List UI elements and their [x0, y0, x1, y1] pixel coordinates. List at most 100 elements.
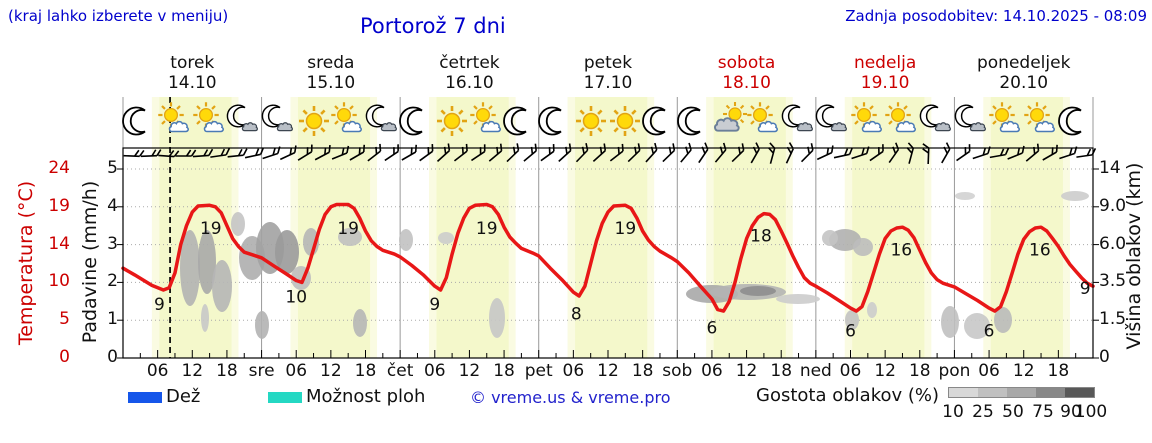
credit-link[interactable]: © vreme.us & vreme.pro	[470, 388, 671, 407]
cloud-blob	[867, 302, 877, 318]
weather-icon-slot	[881, 98, 923, 144]
day-date: 17.10	[583, 73, 633, 93]
weather-icon-slot	[708, 98, 750, 144]
rain-legend-label: Dež	[166, 386, 201, 407]
moon-cloud-icon	[815, 104, 848, 132]
hour-label: 06	[146, 361, 169, 381]
moon-cloud-icon	[781, 104, 813, 132]
hour-label: 06	[285, 361, 308, 381]
wind-barb	[816, 145, 834, 161]
weather-icon-slot	[327, 98, 369, 144]
cloud-density-value: 100	[1074, 402, 1108, 422]
cloud-blob	[275, 230, 299, 274]
weather-icon-slot	[951, 98, 993, 144]
hour-label: 18	[354, 361, 377, 381]
page-title: Portorož 7 dni	[360, 14, 506, 38]
moon-icon	[642, 106, 666, 136]
weather-icon-slot	[985, 98, 1027, 144]
weather-icon-slot	[743, 98, 785, 144]
cloud-blob	[338, 228, 362, 246]
hour-label: 06	[978, 361, 1000, 381]
wind-barb	[540, 144, 555, 162]
moon-icon	[538, 106, 562, 136]
weather-icon-slot	[1020, 98, 1062, 144]
weather-icon-slot	[778, 98, 820, 144]
sun-cloud-icon	[469, 102, 501, 133]
cloud-density-segment	[1065, 388, 1094, 397]
precip-tick-label: 5	[107, 158, 118, 178]
location-hint: (kraj lahko izberete v meniju)	[8, 7, 229, 25]
weather-icon-slot	[535, 98, 577, 144]
temp-tick-label: 0	[59, 347, 70, 367]
cloud-density-value: 10	[942, 402, 964, 422]
moon-cloud-icon	[954, 104, 986, 132]
last-update: Zadnja posodobitev: 14.10.2025 - 08:09	[845, 7, 1147, 25]
temp-label: 9	[1080, 279, 1091, 299]
cloud-tick-label: 1.5	[1099, 309, 1127, 330]
precip-tick-label: 0	[107, 347, 118, 367]
weather-icon-slot	[639, 98, 681, 144]
moon-cloud-icon	[226, 104, 259, 132]
day-name: sreda	[307, 53, 355, 73]
cloud-sun-icon	[714, 101, 748, 132]
day-date: 19.10	[860, 73, 910, 93]
hour-label: 12	[735, 361, 758, 381]
temp-label: 6	[984, 322, 995, 342]
wind-barb	[680, 142, 692, 163]
moon-cloud-icon	[261, 104, 293, 132]
weather-icon-slot	[431, 98, 473, 144]
temp-label: 8	[571, 305, 582, 325]
temp-label: 9	[429, 295, 440, 315]
wind-barb	[192, 148, 214, 158]
moon-cloud-icon	[365, 104, 397, 132]
precip-tick-label: 2	[107, 271, 118, 292]
temp-label: 6	[707, 319, 718, 339]
cloud-blob	[822, 230, 838, 246]
wind-barb	[210, 148, 231, 158]
wind-barb	[140, 149, 162, 158]
daylight-band	[159, 97, 232, 358]
day-name: torek	[170, 53, 215, 73]
day-header-četrtek: četrtek 16.10	[399, 53, 539, 93]
cloud-blob	[255, 311, 269, 339]
weather-icon-slot	[466, 98, 508, 144]
rain-legend-swatch	[128, 392, 162, 403]
cloud-density-value: 90	[1060, 402, 1082, 422]
hour-label: 18	[493, 361, 515, 381]
cloud-tick-label: 3.5	[1099, 271, 1127, 292]
day-abbr-label: sre	[248, 361, 275, 381]
wind-barb	[833, 147, 854, 159]
weather-icon-slot	[570, 98, 612, 144]
day-name: sobota	[717, 53, 776, 73]
hour-label: 06	[562, 361, 585, 381]
temp-label: 19	[337, 219, 359, 239]
shower-legend-swatch	[268, 392, 302, 403]
weather-icon-slot	[500, 98, 542, 144]
day-date: 20.10	[999, 73, 1049, 93]
cloud-blob	[853, 238, 873, 256]
wind-barb	[401, 144, 417, 161]
weather-icon-slot	[604, 98, 646, 144]
cloud-density-segment	[949, 388, 978, 397]
cloud-blob	[994, 307, 1012, 333]
temp-label: 9	[154, 295, 165, 315]
wind-barb	[800, 143, 814, 163]
moon-icon	[399, 106, 424, 136]
wind-barb	[922, 143, 930, 165]
precip-tick-label: 1	[107, 309, 118, 330]
moon-icon	[1057, 106, 1082, 136]
cloud-density-value: 25	[972, 402, 994, 422]
cloud-density-value: 75	[1032, 402, 1054, 422]
hour-label: 12	[597, 361, 619, 381]
hour-label: 06	[701, 361, 723, 381]
wind-barb	[123, 149, 145, 158]
hour-label: 18	[1047, 361, 1070, 381]
cloud-tick-label: 6.0	[1099, 233, 1127, 254]
cloud-tick-label: 9.0	[1099, 195, 1127, 216]
weather-icon-slot	[119, 98, 161, 144]
sun-cloud-icon	[989, 102, 1021, 133]
day-name: petek	[583, 53, 633, 73]
hour-label: 12	[1012, 361, 1035, 381]
day-name: nedelja	[853, 53, 917, 73]
weather-icon-slot	[258, 98, 300, 144]
